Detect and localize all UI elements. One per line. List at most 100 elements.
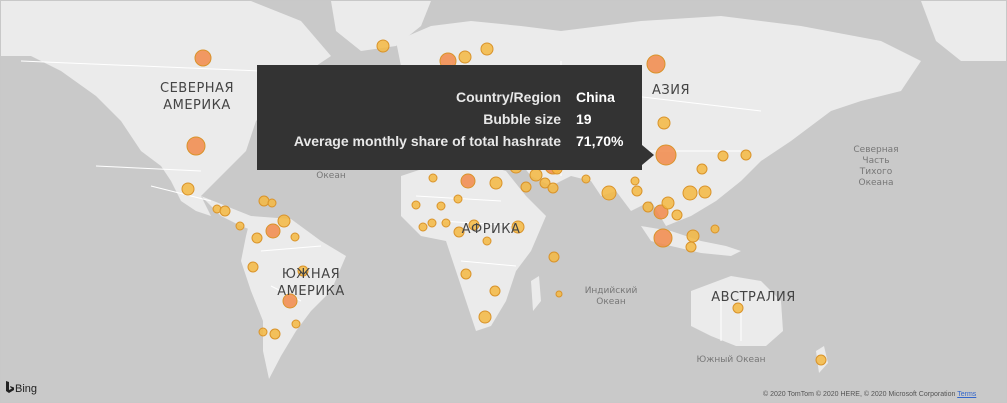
country-bubble[interactable] <box>460 268 472 280</box>
bing-logo[interactable]: Bing <box>5 381 37 395</box>
label-line: СЕВЕРНАЯ <box>160 81 234 96</box>
country-bubble[interactable] <box>258 195 270 207</box>
country-bubble[interactable] <box>428 173 438 183</box>
label-southern-ocean: Южный Океан <box>686 355 776 366</box>
country-bubble[interactable] <box>453 226 465 238</box>
country-bubble[interactable] <box>376 39 390 53</box>
tooltip: Country/Region China Bubble size 19 Aver… <box>257 65 654 170</box>
land-africa <box>401 161 546 331</box>
label-line: АЗИЯ <box>652 83 690 98</box>
label-line: АВСТРАЛИЯ <box>711 290 796 305</box>
country-bubble[interactable] <box>219 205 231 217</box>
country-bubble[interactable] <box>529 168 543 182</box>
country-bubble[interactable] <box>710 224 720 234</box>
tooltip-row-hashrate: Average monthly share of total hashrate … <box>257 133 642 155</box>
country-bubble[interactable] <box>235 221 245 231</box>
country-bubble[interactable] <box>489 176 503 190</box>
label-indian-ocean: Индийский Океан <box>576 286 646 308</box>
tooltip-key: Country/Region <box>456 89 561 105</box>
tooltip-value: 71,70% <box>576 133 624 149</box>
country-bubble[interactable] <box>685 241 697 253</box>
land-chukotka <box>921 1 1006 61</box>
label-atlantic-fragment: Океан <box>311 171 351 182</box>
country-bubble[interactable] <box>547 182 559 194</box>
country-bubble[interactable] <box>269 328 281 340</box>
country-bubble[interactable] <box>740 149 752 161</box>
country-bubble[interactable] <box>686 229 700 243</box>
country-bubble[interactable] <box>601 185 617 201</box>
country-bubble[interactable] <box>181 182 195 196</box>
country-bubble[interactable] <box>427 218 437 228</box>
label-africa: АФРИКА <box>446 221 536 238</box>
country-bubble[interactable] <box>657 116 671 130</box>
country-bubble[interactable] <box>291 319 301 329</box>
tooltip-value: China <box>576 89 615 105</box>
country-bubble[interactable] <box>480 42 494 56</box>
country-bubble[interactable] <box>468 219 480 231</box>
country-bubble[interactable] <box>631 185 643 197</box>
tooltip-row-bubble-size: Bubble size 19 <box>257 111 642 133</box>
country-bubble[interactable] <box>453 194 463 204</box>
country-bubble[interactable] <box>548 251 560 263</box>
bing-label: Bing <box>15 383 38 395</box>
country-bubble[interactable] <box>290 232 300 242</box>
country-bubble[interactable] <box>297 265 309 277</box>
country-bubble[interactable] <box>482 236 492 246</box>
country-bubble[interactable] <box>511 220 525 234</box>
country-bubble[interactable] <box>441 218 451 228</box>
country-bubble[interactable] <box>646 54 666 74</box>
label-line: Океан <box>316 171 346 181</box>
label-south-america: ЮЖНАЯ АМЕРИКА <box>266 266 356 300</box>
country-bubble[interactable] <box>460 173 476 189</box>
country-bubble[interactable] <box>194 49 212 67</box>
country-bubble[interactable] <box>653 204 669 220</box>
tooltip-key: Bubble size <box>483 111 561 127</box>
country-bubble[interactable] <box>247 261 259 273</box>
country-bubble[interactable] <box>698 185 712 199</box>
country-bubble[interactable] <box>418 222 428 232</box>
country-bubble[interactable] <box>265 223 281 239</box>
land-north-america <box>1 1 331 216</box>
label-line: АФРИКА <box>461 222 521 237</box>
country-bubble[interactable] <box>682 185 698 201</box>
tooltip-row-country: Country/Region China <box>257 89 642 111</box>
country-bubble[interactable] <box>630 176 640 186</box>
bing-icon <box>6 381 14 393</box>
country-bubble[interactable] <box>458 50 472 64</box>
country-bubble[interactable] <box>186 136 206 156</box>
country-bubble[interactable] <box>277 214 291 228</box>
country-bubble[interactable] <box>258 327 268 337</box>
label-north-america: СЕВЕРНАЯ АМЕРИКА <box>149 80 245 114</box>
country-bubble[interactable] <box>581 174 591 184</box>
country-bubble[interactable] <box>671 209 683 221</box>
country-bubble[interactable] <box>696 163 708 175</box>
copyright: © 2020 TomTom © 2020 HERE, © 2020 Micros… <box>763 391 976 398</box>
country-bubble[interactable] <box>655 144 677 166</box>
tooltip-arrow <box>642 145 654 165</box>
country-bubble[interactable] <box>411 200 421 210</box>
country-bubble[interactable] <box>436 201 446 211</box>
country-bubble[interactable] <box>653 228 673 248</box>
country-bubble[interactable] <box>489 285 501 297</box>
terms-link[interactable]: Terms <box>957 391 977 398</box>
country-bubble[interactable] <box>478 310 492 324</box>
tooltip-key: Average monthly share of total hashrate <box>293 133 561 149</box>
country-bubble[interactable] <box>555 290 563 298</box>
country-bubble[interactable] <box>539 177 551 189</box>
country-bubble[interactable] <box>520 181 532 193</box>
country-bubble[interactable] <box>815 354 827 366</box>
country-bubble[interactable] <box>267 198 277 208</box>
country-bubble[interactable] <box>732 302 744 314</box>
country-bubble[interactable] <box>717 150 729 162</box>
country-bubble[interactable] <box>282 293 298 309</box>
country-bubble[interactable] <box>642 201 654 213</box>
country-bubble[interactable] <box>661 196 675 210</box>
label-line: ЮЖНАЯ <box>281 267 341 282</box>
label-line: Южный Океан <box>696 355 766 365</box>
country-bubble[interactable] <box>251 232 263 244</box>
label-north-pacific: Северная Часть Тихого Океана <box>841 145 911 189</box>
tooltip-value: 19 <box>576 111 592 127</box>
land-greenland <box>331 1 431 51</box>
